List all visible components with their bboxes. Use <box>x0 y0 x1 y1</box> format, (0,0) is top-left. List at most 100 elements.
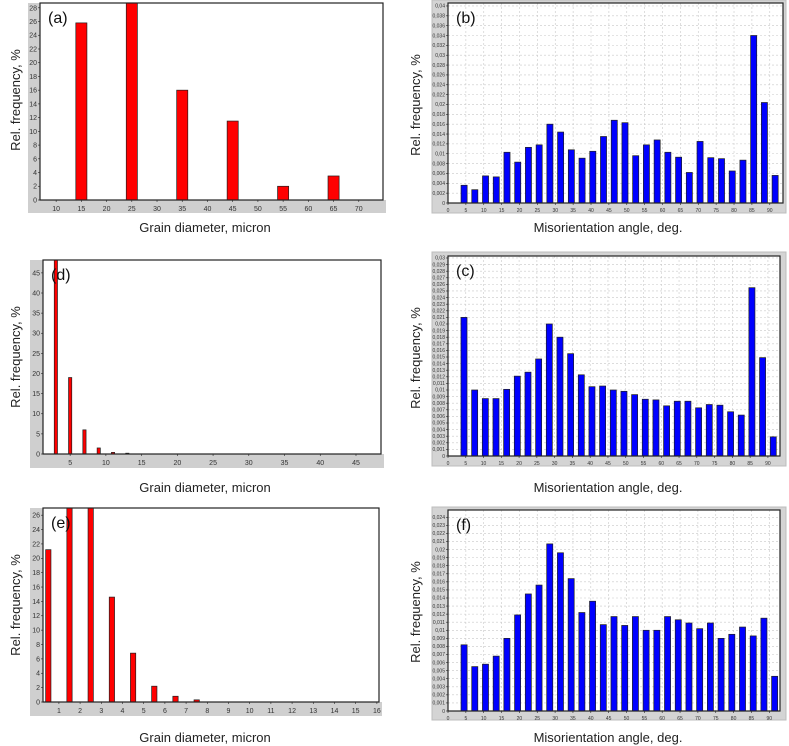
x-tick-label: 85 <box>749 716 755 722</box>
y-tick-label: 0,032 <box>432 43 445 49</box>
x-tick-label: 40 <box>316 460 324 467</box>
y-tick-label: 0,025 <box>432 289 445 295</box>
y-tick-label: 10 <box>32 628 40 635</box>
y-tick-label: 16 <box>32 584 40 591</box>
x-tick-label: 70 <box>695 208 701 214</box>
bar <box>748 287 756 457</box>
x-tick-label: 15 <box>499 208 505 214</box>
bar <box>642 629 650 712</box>
y-tick-label: 0,011 <box>433 620 445 626</box>
bar <box>514 614 521 712</box>
y-tick-label: 0 <box>442 201 445 207</box>
y-tick-label: 20 <box>29 60 37 67</box>
x-axis-strip <box>30 702 382 716</box>
bar <box>524 371 532 457</box>
plot-area <box>40 3 383 200</box>
x-tick-label: 55 <box>641 461 647 467</box>
bar <box>557 131 565 204</box>
y-tick-label: 0,006 <box>432 660 445 666</box>
x-tick-label: 70 <box>694 461 700 467</box>
y-tick-label: 0,016 <box>432 348 445 354</box>
y-tick-label: 0,036 <box>432 23 445 29</box>
bar <box>481 398 489 457</box>
y-axis-label: Rel. frequency, % <box>8 554 23 656</box>
y-tick-label: 0,016 <box>432 122 445 128</box>
bar <box>600 136 607 204</box>
y-tick-label: 0,018 <box>432 563 445 569</box>
bar <box>663 405 670 457</box>
bar <box>125 2 138 201</box>
y-tick-label: 0,009 <box>432 636 445 642</box>
panel-label: (e) <box>51 515 71 532</box>
x-tick-label: 5 <box>142 708 146 715</box>
x-tick-label: 2 <box>78 708 82 715</box>
x-tick-label: 10 <box>481 208 487 214</box>
bar <box>108 596 115 703</box>
y-tick-label: 0,012 <box>432 375 445 381</box>
y-tick-label: 16 <box>29 88 37 95</box>
x-tick-label: 90 <box>767 716 773 722</box>
y-tick-label: 2 <box>33 184 37 191</box>
x-tick-label: 10 <box>481 716 487 722</box>
bar <box>673 400 681 457</box>
y-tick-label: 0,004 <box>432 676 445 682</box>
bar <box>771 175 779 204</box>
bar <box>588 386 596 457</box>
x-tick-label: 65 <box>678 208 684 214</box>
plot-area <box>43 508 379 702</box>
bar <box>172 695 179 703</box>
bar <box>577 374 585 457</box>
y-tick-label: 0,021 <box>432 539 445 545</box>
y-tick-label: 0,002 <box>432 191 445 197</box>
y-tick-label: 2 <box>36 685 40 692</box>
x-tick-label: 40 <box>588 716 594 722</box>
y-tick-label: 0,014 <box>432 361 445 367</box>
bar <box>66 507 73 703</box>
x-tick-label: 75 <box>713 716 719 722</box>
bar <box>96 447 101 455</box>
y-tick-label: 0,019 <box>432 328 445 334</box>
plot-border <box>39 2 384 201</box>
x-tick-label: 40 <box>588 208 594 214</box>
y-tick-label: 0,028 <box>432 63 445 69</box>
x-tick-label: 20 <box>516 461 522 467</box>
x-tick-label: 25 <box>534 461 540 467</box>
y-axis-label: Rel. frequency, % <box>8 306 23 408</box>
x-tick-label: 0 <box>447 461 450 467</box>
y-tick-label: 0,005 <box>432 668 445 674</box>
y-tick-label: 0 <box>36 451 40 458</box>
y-tick-label: 0,001 <box>432 447 445 453</box>
y-axis-strip <box>28 3 40 213</box>
y-tick-label: 0,005 <box>432 421 445 427</box>
y-tick-label: 0,028 <box>432 269 445 275</box>
chart-panel-f: 0 0,001 0,002 0,003 0,004 0,005 0,006 0,007 0,00… <box>408 506 787 745</box>
y-tick-label: 0,014 <box>432 596 445 602</box>
bar <box>705 404 713 457</box>
y-tick-label: 25 <box>32 351 40 358</box>
y-tick-label: 0,023 <box>432 523 445 529</box>
bar <box>545 323 553 457</box>
x-tick-label: 7 <box>184 708 188 715</box>
bar <box>761 102 768 204</box>
bar <box>739 626 746 712</box>
x-tick-label: 45 <box>605 461 611 467</box>
y-axis-strip <box>30 260 43 468</box>
y-tick-label: 0,019 <box>432 555 445 561</box>
plot-area <box>43 260 381 454</box>
bar <box>546 123 554 204</box>
y-tick-label: 4 <box>33 170 37 177</box>
bar <box>749 635 757 712</box>
x-tick-label: 8 <box>205 708 209 715</box>
x-axis-label: Grain diameter, micron <box>139 480 271 495</box>
bar <box>492 655 500 712</box>
bar <box>82 429 87 455</box>
x-axis-label: Grain diameter, micron <box>139 220 271 235</box>
x-tick-label: 60 <box>658 461 664 467</box>
y-tick-label: 0 <box>36 699 40 706</box>
bar <box>503 637 511 712</box>
panel-label: (b) <box>456 10 476 27</box>
x-tick-label: 10 <box>102 460 110 467</box>
y-tick-label: 0,03 <box>435 53 445 59</box>
bar <box>471 666 479 712</box>
panel-label: (f) <box>456 517 471 534</box>
